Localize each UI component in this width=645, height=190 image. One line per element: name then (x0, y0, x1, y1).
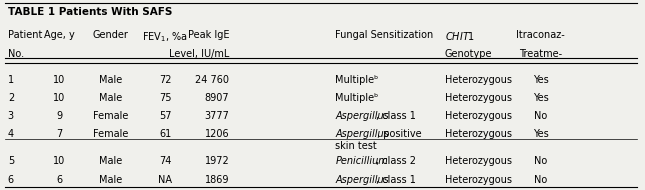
Text: Heterozygous: Heterozygous (444, 129, 511, 139)
Text: NA: NA (158, 175, 172, 184)
Text: , class 1: , class 1 (376, 111, 415, 121)
Text: Multipleᵇ: Multipleᵇ (335, 93, 379, 103)
Text: 61: 61 (159, 129, 172, 139)
Text: Heterozygous: Heterozygous (444, 75, 511, 85)
Text: No: No (534, 156, 548, 166)
Text: No.: No. (8, 49, 24, 59)
Text: Heterozygous: Heterozygous (444, 93, 511, 103)
Text: 3: 3 (8, 111, 14, 121)
Text: $\it{CHIT1}$: $\it{CHIT1}$ (444, 30, 475, 42)
Text: 10: 10 (53, 75, 65, 85)
Text: 8907: 8907 (204, 93, 230, 103)
Text: Genotype: Genotype (444, 49, 492, 59)
Text: , positive: , positive (377, 129, 422, 139)
Text: Heterozygous: Heterozygous (444, 156, 511, 166)
Text: Yes: Yes (533, 75, 549, 85)
Text: Fungal Sensitization: Fungal Sensitization (335, 30, 433, 40)
Text: 1869: 1869 (205, 175, 230, 184)
Text: Patient: Patient (8, 30, 42, 40)
Text: Female: Female (93, 111, 128, 121)
Text: Peak IgE: Peak IgE (188, 30, 230, 40)
Text: Male: Male (99, 93, 122, 103)
Text: 7: 7 (56, 129, 63, 139)
Text: Yes: Yes (533, 93, 549, 103)
Text: Itraconaz-: Itraconaz- (517, 30, 565, 40)
Text: , class 2: , class 2 (376, 156, 416, 166)
Text: Gender: Gender (93, 30, 128, 40)
Text: Treatme-: Treatme- (519, 49, 562, 59)
Text: Male: Male (99, 75, 122, 85)
Text: skin test: skin test (335, 141, 377, 151)
Text: No: No (534, 175, 548, 184)
Text: Male: Male (99, 156, 122, 166)
Text: 74: 74 (159, 156, 172, 166)
Text: TABLE 1 Patients With SAFS: TABLE 1 Patients With SAFS (8, 7, 172, 17)
Text: Multipleᵇ: Multipleᵇ (335, 75, 379, 85)
Text: , class 1: , class 1 (376, 175, 415, 184)
Text: 24 760: 24 760 (195, 75, 230, 85)
Text: 1206: 1206 (204, 129, 230, 139)
Text: Male: Male (99, 175, 122, 184)
Text: 1: 1 (8, 75, 14, 85)
Text: No: No (534, 111, 548, 121)
Text: FEV$_1$, %a: FEV$_1$, %a (143, 30, 188, 44)
Text: 2: 2 (8, 93, 14, 103)
Text: Heterozygous: Heterozygous (444, 175, 511, 184)
Text: Level, IU/mL: Level, IU/mL (169, 49, 230, 59)
Text: 10: 10 (53, 93, 65, 103)
Text: Aspergillus: Aspergillus (335, 175, 389, 184)
Text: 75: 75 (159, 93, 172, 103)
Text: 3777: 3777 (204, 111, 230, 121)
Text: Yes: Yes (533, 129, 549, 139)
Text: 72: 72 (159, 75, 172, 85)
Text: Heterozygous: Heterozygous (444, 111, 511, 121)
Text: 57: 57 (159, 111, 172, 121)
Text: 9: 9 (56, 111, 63, 121)
Text: Aspergillus: Aspergillus (335, 111, 389, 121)
Text: Female: Female (93, 129, 128, 139)
Text: 10: 10 (53, 156, 65, 166)
Text: 6: 6 (8, 175, 14, 184)
Text: Penicillium: Penicillium (335, 156, 388, 166)
Text: Age, y: Age, y (44, 30, 75, 40)
Text: 1972: 1972 (204, 156, 230, 166)
Text: 6: 6 (56, 175, 63, 184)
Text: 4: 4 (8, 129, 14, 139)
Text: Aspergillus: Aspergillus (335, 129, 389, 139)
Text: 5: 5 (8, 156, 14, 166)
